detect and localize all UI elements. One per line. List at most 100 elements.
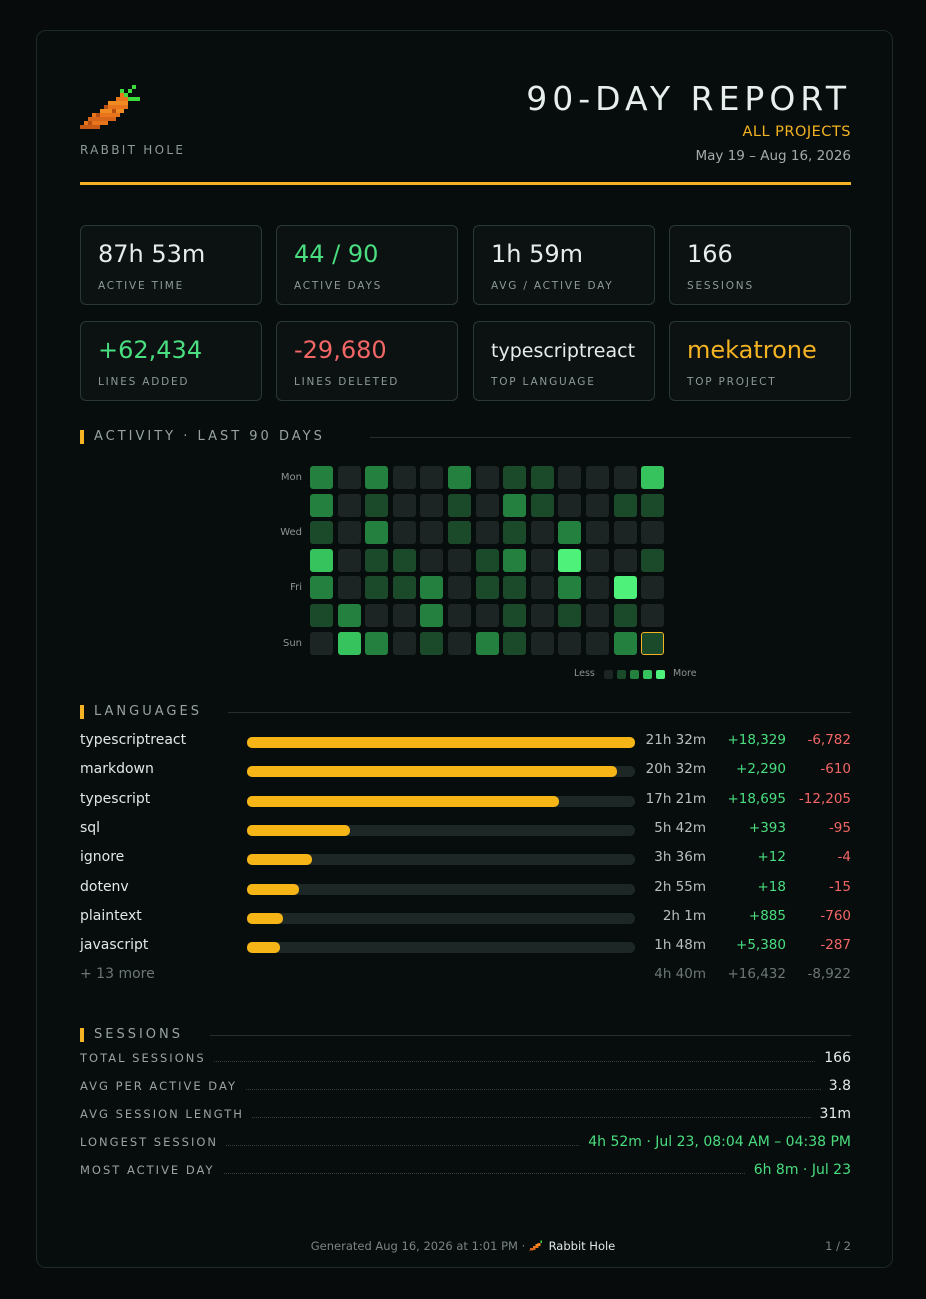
heatmap-cell [475, 548, 499, 572]
heatmap-cell [503, 576, 527, 600]
language-lines-deleted: -4 [837, 849, 851, 866]
heatmap-cell [365, 493, 389, 517]
language-bar-fill [247, 824, 350, 836]
heatmap-cell [420, 521, 444, 545]
heatmap-cell [641, 631, 665, 655]
more-time: 4h 40m [654, 966, 706, 982]
report-title: 90-DAY REPORT [526, 79, 851, 118]
heatmap-cell [558, 604, 582, 627]
heatmap-cell [530, 604, 554, 627]
footer-brand: Rabbit Hole [548, 1239, 616, 1253]
heatmap-cell [475, 466, 499, 489]
heatmap-cell [558, 521, 582, 545]
page-number: 1 / 2 [825, 1239, 851, 1253]
heatmap-cell [475, 521, 499, 545]
carrot-logo-icon [80, 85, 140, 129]
language-bar-fill [247, 766, 617, 778]
heatmap-cell [475, 493, 499, 517]
language-bar-fill [247, 883, 300, 895]
heatmap-cell [420, 604, 444, 627]
heatmap-cell [365, 466, 389, 489]
heatmap-cell [448, 548, 471, 572]
language-lines-added: +12 [757, 849, 787, 866]
heatmap-cell [530, 493, 554, 517]
heatmap-cell [503, 466, 527, 489]
heatmap-cell [586, 548, 609, 572]
stat-label: ACTIVE DAYS [294, 280, 383, 292]
language-name: ignore [80, 849, 125, 866]
heatmap-day-label: Fri [290, 582, 302, 594]
stat-card-top-language: typescriptreact TOP LANGUAGE [473, 321, 655, 401]
language-bar-track [247, 883, 635, 895]
heatmap-cell [641, 466, 665, 489]
heatmap-cell [613, 466, 637, 489]
heatmap-cell [365, 548, 389, 572]
date-range: May 19 – Aug 16, 2026 [695, 148, 851, 164]
session-row-longest: LONGEST SESSION 4h 52m · Jul 23, 08:04 A… [80, 1134, 851, 1152]
section-marker [80, 430, 84, 444]
section-rule [370, 437, 851, 438]
section-marker [80, 1028, 84, 1042]
heatmap-cell [420, 631, 444, 655]
heatmap-cell [530, 576, 554, 600]
heatmap-cell [337, 466, 361, 489]
language-name: typescript [80, 790, 151, 807]
heatmap-cell [310, 466, 333, 489]
heatmap-cell [613, 576, 637, 600]
language-bar-track [247, 737, 635, 748]
session-value: 166 [816, 1050, 851, 1066]
heatmap-cell [310, 521, 333, 545]
more-label: + 13 more [80, 966, 155, 982]
heatmap-cell [475, 576, 499, 600]
legend-swatch [643, 670, 652, 679]
section-title: LANGUAGES [94, 704, 202, 719]
stat-value: 44 / 90 [294, 240, 379, 268]
heatmap-cell [337, 493, 361, 517]
heatmap-cell [310, 604, 333, 627]
heatmap-cell [448, 493, 471, 517]
language-bar-track [247, 824, 635, 836]
heatmap-cell [420, 548, 444, 572]
heatmap-cell [586, 604, 609, 627]
heatmap-cell [530, 631, 554, 655]
heatmap-cell [530, 466, 554, 489]
stat-value: mekatrone [687, 336, 817, 364]
language-time: 1h 48m [654, 937, 706, 954]
language-name: sql [80, 819, 101, 836]
heatmap-cell [448, 466, 471, 489]
session-value: 6h 8m · Jul 23 [745, 1162, 851, 1178]
more-deleted: -8,922 [807, 966, 851, 982]
heatmap-cell [448, 576, 471, 600]
session-row-most-active-day: MOST ACTIVE DAY 6h 8m · Jul 23 [80, 1162, 851, 1180]
stat-value: -29,680 [294, 336, 387, 364]
heatmap-cell [586, 493, 609, 517]
heatmap-cell [337, 521, 361, 545]
language-row: plaintext 2h 1m +885 -760 [80, 908, 851, 928]
heatmap-cell [586, 631, 609, 655]
language-lines-deleted: -610 [820, 761, 851, 778]
heatmap-cell [503, 521, 527, 545]
session-label: AVG SESSION LENGTH [80, 1107, 252, 1121]
sessions-section-header: SESSIONS [80, 1027, 851, 1042]
language-bar-track [247, 912, 635, 924]
language-time: 3h 36m [654, 849, 706, 866]
language-bar-track [247, 795, 635, 807]
language-lines-deleted: -760 [820, 907, 851, 924]
heatmap-cell [310, 493, 333, 517]
stat-label: LINES DELETED [294, 376, 400, 388]
dot-leader [80, 1061, 851, 1062]
language-bar-fill [247, 737, 635, 748]
stat-value: 166 [687, 240, 733, 268]
heatmap-cell [530, 521, 554, 545]
language-time: 2h 55m [654, 878, 706, 895]
section-title: ACTIVITY · LAST 90 DAYS [94, 429, 325, 444]
languages-section-header: LANGUAGES [80, 704, 851, 719]
stat-value: typescriptreact [491, 340, 636, 362]
dot-leader [80, 1173, 851, 1174]
legend-swatch [604, 670, 613, 679]
heatmap-cell [503, 493, 527, 517]
session-row-avg-length: AVG SESSION LENGTH 31m [80, 1106, 851, 1124]
language-lines-deleted: -95 [828, 819, 851, 836]
heatmap-cell [503, 631, 527, 655]
language-row: typescript 17h 21m +18,695 -12,205 [80, 791, 851, 811]
